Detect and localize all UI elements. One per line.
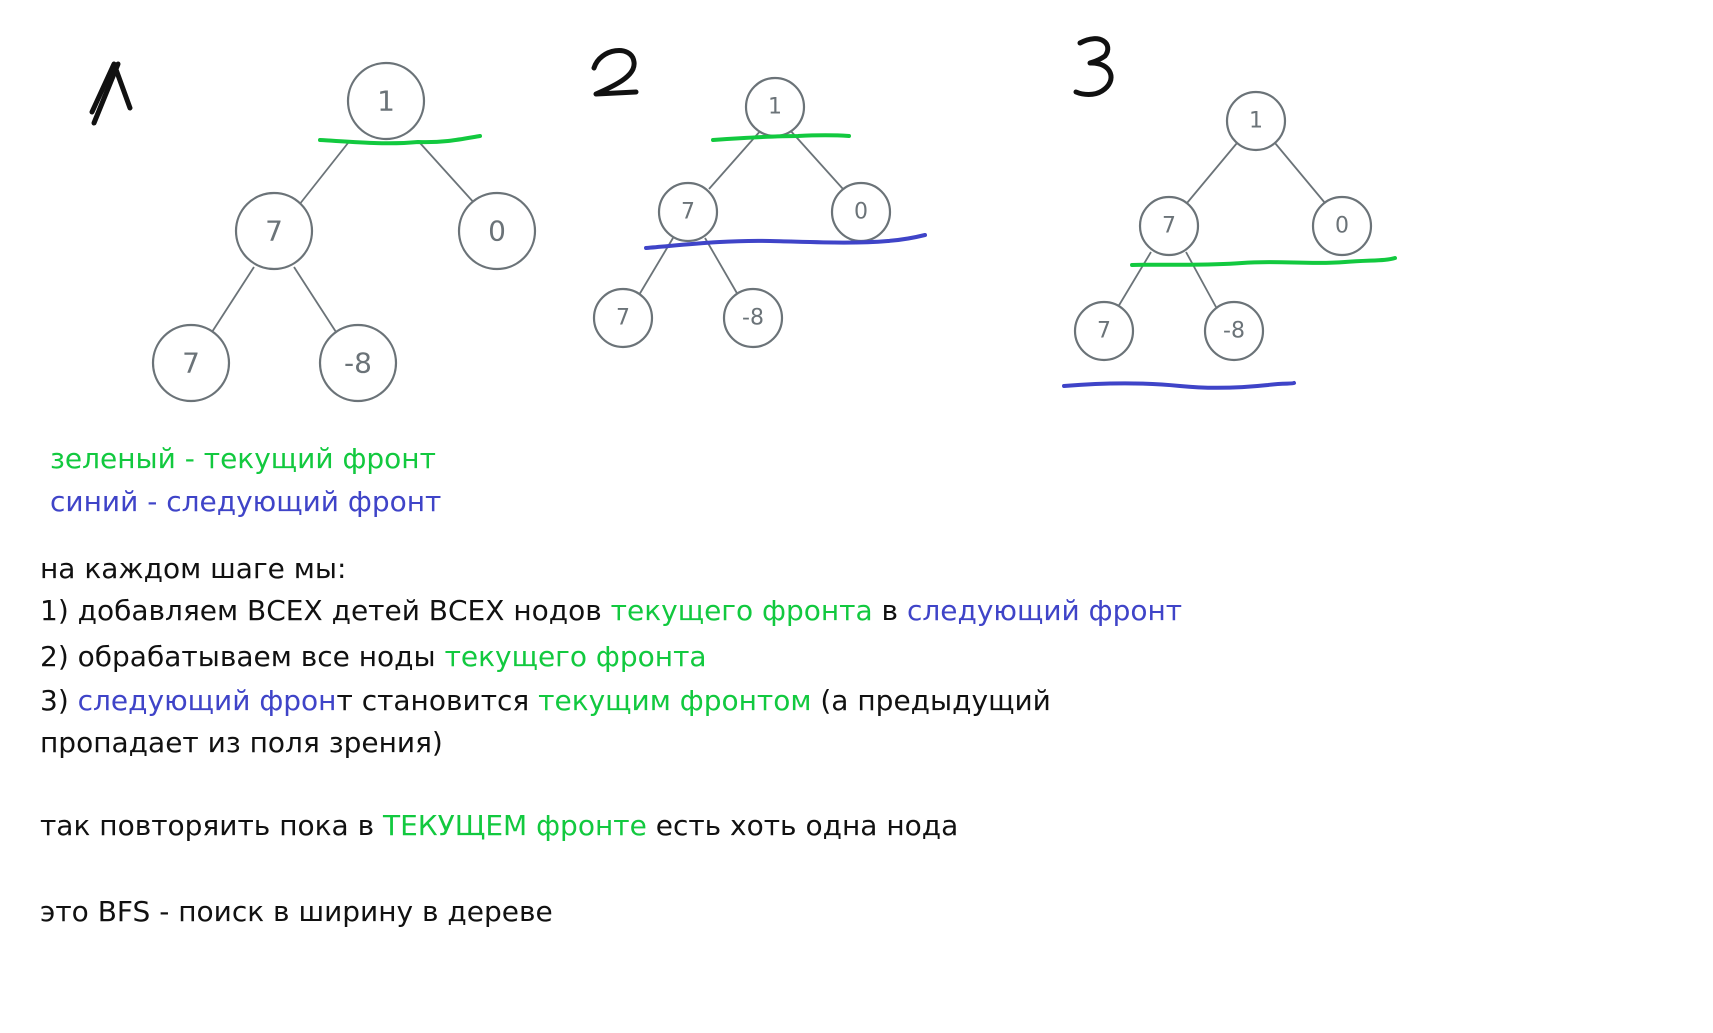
explanation-step-3: 3) следующий фронт становится текущим фр…	[40, 683, 1182, 719]
explanation-step-1: 1) добавляем ВСЕХ детей ВСЕХ нодов текущ…	[40, 593, 1182, 629]
repeat-current-front: ТЕКУЩЕМ фронте	[383, 809, 647, 842]
step-number-3	[1073, 36, 1114, 97]
explanation-step-3-continuation: пропадает из поля зрения)	[40, 726, 443, 759]
edge-left-right	[1185, 251, 1217, 308]
tree-node-left-left	[592, 287, 654, 349]
tree-node-left-right	[722, 287, 784, 349]
step-1-middle: в	[872, 594, 907, 627]
tree-node-label: 0	[1335, 214, 1349, 239]
edge-left-left	[1117, 251, 1152, 308]
current-front-stroke	[711, 133, 851, 142]
tree-node-root	[1225, 90, 1287, 152]
step-3-suffix: (а предыдущий	[811, 684, 1051, 717]
tree-node-label: 7	[182, 347, 200, 380]
edge-left-left	[211, 266, 255, 333]
step-1-next-front: следующий фронт	[906, 594, 1183, 627]
tree-node-label: 1	[1249, 109, 1263, 134]
tree-step-2: 1 7 0 7 -8	[592, 76, 927, 349]
edge-root-left	[298, 142, 349, 206]
tree-node-right	[457, 191, 537, 271]
edge-root-right	[419, 142, 477, 206]
repeat-condition: так повторяить пока в ТЕКУЩЕМ фронте ест…	[40, 808, 1182, 844]
step-3-middle: т становится	[336, 684, 539, 717]
step-number-2	[591, 48, 639, 97]
repeat-suffix: есть хоть одна нода	[646, 809, 959, 842]
legend-next-front: синий - следующий фронт	[50, 485, 442, 518]
tree-node-label: 0	[854, 200, 868, 225]
tree-node-label: 0	[488, 215, 506, 248]
tree-node-label: 7	[616, 306, 630, 331]
edge-root-left	[1186, 142, 1238, 204]
next-front-stroke	[1062, 381, 1296, 390]
step-3-current-front: текущим фронтом	[538, 684, 812, 717]
tree-node-label: -8	[742, 306, 764, 331]
tree-node-label: 7	[265, 215, 283, 248]
tree-node-left-right	[318, 323, 398, 403]
tree-node-label: 7	[1162, 214, 1176, 239]
explanation: на каждом шаге мы: 1) добавляем ВСЕХ дет…	[40, 551, 1182, 930]
step-number-1	[89, 61, 133, 126]
tree-node-label: -8	[1223, 319, 1245, 344]
tree-step-3: 1 7 0 7 -8	[1062, 90, 1397, 390]
step-1-prefix: 1) добавляем ВСЕХ детей ВСЕХ нодов	[40, 594, 611, 627]
tree-node-label: 7	[1097, 319, 1111, 344]
edge-left-right	[704, 237, 739, 296]
explanation-step-2: 2) обрабатываем все ноды текущего фронта	[40, 639, 1182, 675]
tree-node-left	[234, 191, 314, 271]
tree-step-1: 1 7 0 7 -8	[151, 61, 537, 403]
tree-node-right	[1311, 195, 1373, 257]
edge-root-right	[1274, 142, 1326, 204]
legend-current-front: зеленый - текущий фронт	[50, 442, 436, 475]
tree-node-label: 7	[681, 200, 695, 225]
repeat-prefix: так повторяить пока в	[40, 809, 383, 842]
bfs-conclusion: это BFS - поиск в ширину в дереве	[40, 895, 553, 928]
tree-node-label: 1	[377, 85, 395, 118]
legend: зеленый - текущий фронт синий - следующи…	[50, 437, 441, 523]
tree-node-left	[1138, 195, 1200, 257]
tree-node-left-left	[1073, 300, 1135, 362]
step-3-next-front: следующий фрон	[77, 684, 337, 717]
tree-node-root	[346, 61, 426, 141]
tree-node-label: -8	[344, 347, 372, 380]
tree-node-left-left	[151, 323, 231, 403]
step-2-prefix: 2) обрабатываем все ноды	[40, 640, 445, 673]
step-3-prefix: 3)	[40, 684, 78, 717]
next-front-stroke	[644, 233, 927, 250]
current-front-stroke	[1130, 256, 1397, 267]
explanation-intro: на каждом шаге мы:	[40, 552, 347, 585]
tree-node-left	[657, 181, 719, 243]
tree-node-left-right	[1203, 300, 1265, 362]
edge-left-right	[293, 266, 337, 333]
current-front-stroke	[318, 134, 482, 146]
edge-root-right	[788, 128, 844, 190]
step-2-current-front: текущего фронта	[444, 640, 707, 673]
step-1-current-front: текущего фронта	[610, 594, 873, 627]
tree-node-label: 1	[768, 95, 782, 120]
